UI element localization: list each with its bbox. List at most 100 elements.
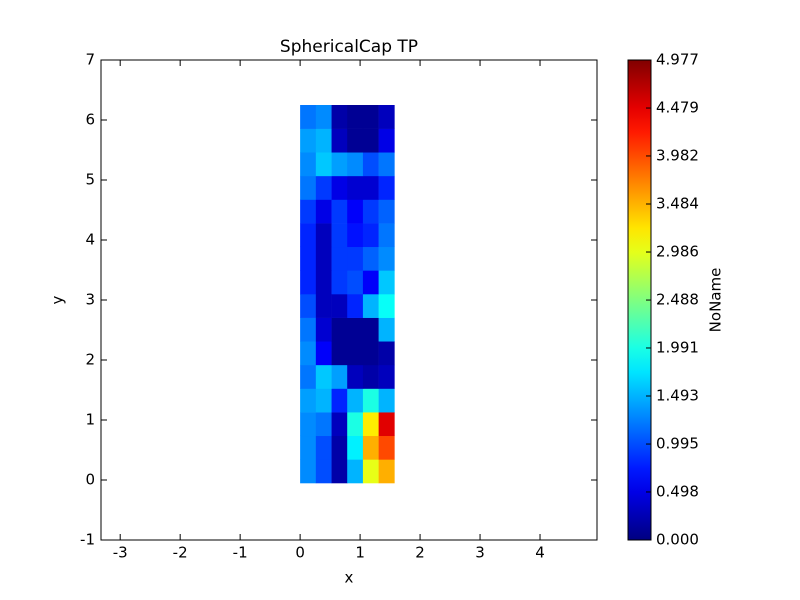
heatmap-cell xyxy=(347,246,364,271)
colorbar-tick-label: 1.493 xyxy=(656,387,699,405)
heatmap-cell xyxy=(347,105,364,129)
heatmap-cell xyxy=(378,128,395,153)
heatmap-cell xyxy=(300,270,317,295)
heatmap-cell xyxy=(315,294,332,318)
heatmap-cell xyxy=(300,364,317,389)
heatmap-cell xyxy=(331,223,348,248)
heatmap-cell xyxy=(378,175,395,200)
heatmap-cell xyxy=(378,317,395,342)
heatmap-cell xyxy=(300,317,317,342)
heatmap-cell xyxy=(331,246,348,271)
heatmap-cell xyxy=(331,317,348,342)
colorbar-tick-label: 1.991 xyxy=(656,338,699,356)
heatmap-cell xyxy=(300,459,317,484)
heatmap-cell xyxy=(347,317,364,342)
x-tick-label: 0 xyxy=(295,544,305,562)
heatmap-cell xyxy=(378,412,395,437)
heatmap-cell xyxy=(347,199,364,224)
heatmap-cell xyxy=(362,459,379,484)
heatmap-cell xyxy=(362,128,379,153)
heatmap-cell xyxy=(315,341,332,366)
colorbar-label: NoName xyxy=(707,268,725,333)
heatmap-cell xyxy=(362,105,379,129)
heatmap-cell xyxy=(347,270,364,295)
heatmap-cell xyxy=(315,459,332,484)
heatmap-cell xyxy=(378,105,395,129)
heatmap-cell xyxy=(315,223,332,248)
x-tick-label: 2 xyxy=(415,544,425,562)
heatmap-cell xyxy=(362,294,379,318)
y-tick-label: 7 xyxy=(85,51,95,69)
heatmap-cell xyxy=(331,459,348,484)
y-tick-label: -1 xyxy=(80,531,95,549)
heatmap-cell xyxy=(331,294,348,318)
heatmap-cell xyxy=(378,199,395,224)
heatmap-cell xyxy=(331,270,348,295)
heatmap-cell xyxy=(378,270,395,295)
x-axis-label: x xyxy=(345,569,354,587)
y-tick-label: 5 xyxy=(85,171,95,189)
x-tick-label: -2 xyxy=(173,544,188,562)
heatmap-cell xyxy=(315,317,332,342)
heatmap-cell xyxy=(315,105,332,129)
heatmap-cell xyxy=(315,128,332,153)
y-tick-label: 1 xyxy=(85,411,95,429)
heatmap-cell xyxy=(347,435,364,460)
heatmap-cell xyxy=(347,388,364,413)
heatmap-cell xyxy=(300,128,317,153)
heatmap-cell xyxy=(378,435,395,460)
heatmap-cell xyxy=(378,152,395,177)
heatmap-cell xyxy=(347,294,364,318)
heatmap-cell xyxy=(300,223,317,248)
heatmap-cell xyxy=(347,223,364,248)
y-tick-label: 2 xyxy=(85,351,95,369)
heatmap-cell xyxy=(300,435,317,460)
heatmap-cell xyxy=(315,199,332,224)
heatmap-cell xyxy=(300,246,317,271)
x-tick-label: -1 xyxy=(233,544,248,562)
colorbar-tick-label: 0.498 xyxy=(656,482,699,500)
heatmap-cell xyxy=(347,341,364,366)
heatmap-cell xyxy=(315,412,332,437)
heatmap-cell xyxy=(331,105,348,129)
heatmap-cell xyxy=(300,341,317,366)
colorbar-tick-label: 3.484 xyxy=(656,194,699,212)
heatmap-cell xyxy=(315,175,332,200)
heatmap-cell xyxy=(362,199,379,224)
heatmap-cell xyxy=(300,294,317,318)
heatmap-cell xyxy=(315,435,332,460)
colorbar-tick-label: 2.488 xyxy=(656,291,699,309)
heatmap-cell xyxy=(347,175,364,200)
y-tick-label: 6 xyxy=(85,111,95,129)
heatmap-cell xyxy=(300,175,317,200)
colorbar-tick-label: 2.986 xyxy=(656,243,699,261)
x-tick-label: 1 xyxy=(355,544,365,562)
heatmap-cell xyxy=(347,128,364,153)
heatmap-cell xyxy=(378,459,395,484)
heatmap-cell xyxy=(347,152,364,177)
y-axis-label: y xyxy=(49,295,67,304)
heatmap-cell xyxy=(362,317,379,342)
chart-title: SphericalCap TP xyxy=(280,37,418,57)
x-tick-label: 4 xyxy=(535,544,545,562)
heatmap-cell xyxy=(300,152,317,177)
colorbar-tick-label: 3.982 xyxy=(656,146,699,164)
heatmap-cell xyxy=(315,270,332,295)
heatmap-cell xyxy=(378,388,395,413)
heatmap-cell xyxy=(331,175,348,200)
heatmap-cell xyxy=(362,435,379,460)
heatmap-cell xyxy=(331,341,348,366)
heatmap-cell xyxy=(331,435,348,460)
heatmap-cell xyxy=(378,294,395,318)
colorbar-tick-label: 0.995 xyxy=(656,435,699,453)
heatmap-cell xyxy=(300,199,317,224)
heatmap-cell xyxy=(347,412,364,437)
heatmap-cell xyxy=(347,459,364,484)
heatmap-cell xyxy=(331,412,348,437)
heatmap-cell xyxy=(362,341,379,366)
x-tick-label: 3 xyxy=(475,544,485,562)
y-tick-label: 3 xyxy=(85,291,95,309)
heatmap-cell xyxy=(300,105,317,129)
heatmap-cell xyxy=(331,199,348,224)
